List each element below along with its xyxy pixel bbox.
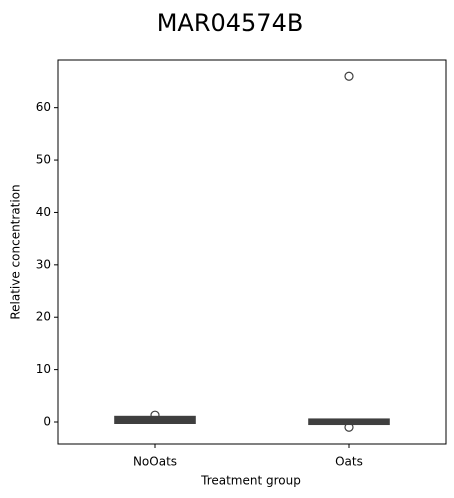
outlier bbox=[344, 71, 354, 81]
chart-title: MAR04574B bbox=[157, 9, 304, 37]
y-axis-label: Relative concentration bbox=[9, 184, 23, 319]
y-tick-label: 0 bbox=[43, 414, 51, 428]
x-tick-label: Oats bbox=[335, 455, 363, 469]
x-tick-label: NoOats bbox=[133, 455, 177, 469]
y-tick-label: 30 bbox=[36, 257, 51, 271]
outlier bbox=[150, 410, 160, 420]
y-tick-label: 40 bbox=[36, 205, 51, 219]
outlier bbox=[344, 422, 354, 432]
plot-frame bbox=[57, 59, 447, 445]
x-axis-label: Treatment group bbox=[200, 474, 301, 488]
y-tick-label: 20 bbox=[36, 310, 51, 324]
y-tick-label: 60 bbox=[36, 100, 51, 114]
y-tick-label: 10 bbox=[36, 362, 51, 376]
y-tick-label: 50 bbox=[36, 153, 51, 167]
